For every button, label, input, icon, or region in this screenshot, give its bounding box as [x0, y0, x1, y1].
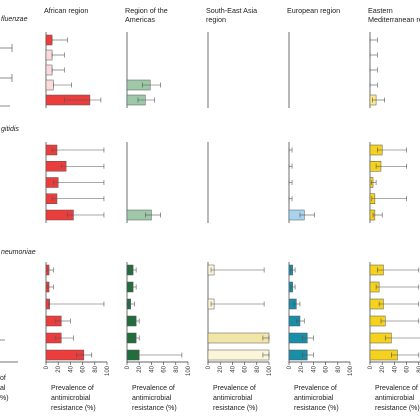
- column-title-emr: Mediterranean re: [368, 15, 420, 24]
- row-label-2: neumoniae: [1, 249, 36, 256]
- x-axis-label-afr: Prevalence of: [51, 385, 94, 392]
- x-tick-label-afr: 20: [56, 365, 62, 372]
- column-title-afr: African region: [44, 6, 88, 15]
- x-axis-label-eur: resistance (%): [294, 405, 339, 412]
- x-tick-label-afr: 100: [105, 365, 111, 376]
- left-axis-label-fragment: %): [0, 395, 9, 402]
- x-tick-label-sear: 40: [230, 365, 236, 372]
- x-tick-label-sear: 60: [243, 365, 249, 372]
- column-title-amr: Americas: [125, 15, 155, 24]
- x-axis-label-sear: antimicrobial: [213, 395, 253, 402]
- x-axes: 0 20 40 60 80 100 Prevalence of antimicrobial re…: [44, 361, 420, 412]
- x-axis-label-sear: Prevalence of: [213, 385, 256, 392]
- x-tick-label-afr: 0: [44, 365, 50, 369]
- x-tick-label-afr: 60: [81, 365, 87, 372]
- bar-sear: [207, 349, 270, 361]
- x-tick-label-eur: 80: [336, 365, 342, 372]
- bar-afr: [45, 79, 54, 91]
- x-tick-label-amr: 100: [186, 365, 192, 376]
- column-title-sear: South-East Asia: [206, 6, 257, 15]
- x-tick-label-emr: 0: [368, 365, 374, 369]
- bar-afr: [45, 64, 53, 76]
- x-tick-label-sear: 80: [255, 365, 261, 372]
- x-tick-label-amr: 0: [125, 365, 131, 369]
- row-label-0: fluenzae: [1, 16, 28, 23]
- bar-afr: [45, 49, 53, 61]
- x-axis-label-amr: antimicrobial: [132, 395, 172, 402]
- x-axis-label-amr: Prevalence of: [132, 385, 175, 392]
- pathogen-row-labels: fluenzae gitidis neumoniae: [1, 16, 36, 256]
- x-axis-label-afr: resistance (%): [51, 405, 96, 412]
- x-tick-label-sear: 100: [267, 365, 273, 376]
- x-axis-label-sear: resistance (%): [213, 405, 258, 412]
- x-axis-label-emr: antimicrobial: [375, 395, 415, 402]
- x-tick-label-emr: 60: [405, 365, 411, 372]
- x-tick-label-eur: 0: [287, 365, 293, 369]
- x-tick-label-afr: 80: [93, 365, 99, 372]
- chart-panels: [45, 32, 420, 363]
- column-title-eur: European region: [287, 6, 340, 15]
- column-title-sear: region: [206, 15, 226, 24]
- x-tick-label-afr: 40: [68, 365, 74, 372]
- column-title-emr: Eastern: [368, 6, 393, 15]
- x-tick-label-emr: 40: [392, 365, 398, 372]
- left-column-partial-axes: of al%): [0, 44, 18, 402]
- x-tick-label-amr: 60: [162, 365, 168, 372]
- bar-sear: [207, 332, 270, 344]
- x-axis-label-emr: Prevalence of: [375, 385, 418, 392]
- x-tick-label-eur: 60: [324, 365, 330, 372]
- x-tick-label-eur: 20: [299, 365, 305, 372]
- left-axis-label-fragment: al: [0, 385, 6, 392]
- x-tick-label-emr: 20: [380, 365, 386, 372]
- x-axis-label-eur: antimicrobial: [294, 395, 334, 402]
- bar-afr: [45, 34, 53, 46]
- x-tick-label-amr: 80: [174, 365, 180, 372]
- x-tick-label-sear: 0: [206, 365, 212, 369]
- row-label-1: gitidis: [1, 126, 19, 133]
- x-tick-label-amr: 20: [137, 365, 143, 372]
- x-axis-label-amr: resistance (%): [132, 405, 177, 412]
- x-tick-label-amr: 40: [149, 365, 155, 372]
- x-tick-label-sear: 20: [218, 365, 224, 372]
- x-tick-label-emr: 80: [417, 365, 420, 372]
- x-axis-label-eur: Prevalence of: [294, 385, 337, 392]
- column-title-amr: Region of the: [125, 6, 168, 15]
- x-axis-label-afr: antimicrobial: [51, 395, 91, 402]
- left-axis-label-fragment: of: [0, 375, 6, 382]
- x-axis-label-emr: resistance (%): [375, 405, 420, 412]
- x-tick-label-eur: 100: [348, 365, 354, 376]
- x-tick-label-eur: 40: [311, 365, 317, 372]
